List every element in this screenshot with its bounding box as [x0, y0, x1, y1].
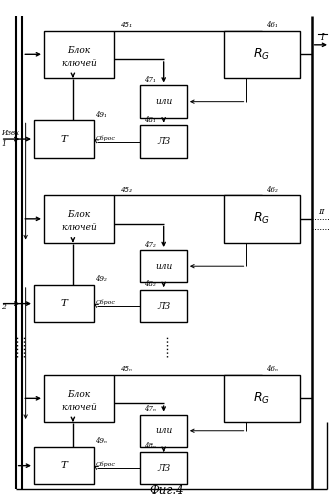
Text: 48ₙ: 48ₙ	[144, 442, 156, 450]
Text: ЛЗ: ЛЗ	[157, 137, 170, 146]
Text: 47₂: 47₂	[144, 240, 155, 248]
Text: ЛЗ: ЛЗ	[157, 302, 170, 310]
Bar	[34, 120, 94, 158]
Text: ключей: ключей	[61, 224, 97, 232]
Text: Сброс: Сброс	[96, 462, 115, 467]
Text: I: I	[320, 34, 323, 42]
Bar	[140, 452, 187, 484]
Text: Фиг.4: Фиг.4	[150, 484, 184, 497]
Text: 46₁: 46₁	[266, 21, 277, 29]
Text: или: или	[155, 426, 172, 435]
Text: 47₁: 47₁	[144, 76, 155, 84]
Bar	[140, 126, 187, 158]
Text: 45₁: 45₁	[121, 22, 132, 28]
Text: ЛЗ: ЛЗ	[157, 464, 170, 472]
Text: Т: Т	[60, 134, 67, 143]
Text: Т: Т	[60, 461, 67, 470]
Text: 49₂: 49₂	[96, 276, 107, 283]
Text: 47ₙ: 47ₙ	[144, 405, 156, 413]
Text: или: или	[155, 262, 172, 270]
Text: $R_G$: $R_G$	[253, 212, 270, 226]
Text: II: II	[318, 208, 325, 216]
Text: Сброс: Сброс	[96, 300, 115, 305]
Text: Блок: Блок	[67, 46, 91, 55]
Text: 46ₙ: 46ₙ	[266, 365, 278, 373]
Text: Блок: Блок	[67, 210, 91, 220]
Bar	[223, 374, 300, 422]
Text: ключей: ключей	[61, 59, 97, 68]
Bar	[44, 30, 114, 78]
Bar	[140, 290, 187, 322]
Text: 49₁: 49₁	[96, 111, 107, 119]
Text: 2: 2	[1, 303, 6, 311]
Bar	[34, 285, 94, 323]
Bar	[44, 195, 114, 242]
Bar	[223, 195, 300, 242]
Text: 49ₙ: 49ₙ	[96, 438, 107, 446]
Text: 1: 1	[1, 140, 6, 148]
Text: 46₂: 46₂	[266, 186, 277, 194]
Text: или: или	[155, 97, 172, 106]
Text: Извх: Извх	[1, 128, 19, 136]
Bar	[223, 30, 300, 78]
Text: Сброс: Сброс	[96, 135, 115, 140]
Text: 48₁: 48₁	[144, 116, 155, 124]
Text: Т: Т	[60, 299, 67, 308]
Bar	[34, 447, 94, 484]
Text: Блок: Блок	[67, 390, 91, 399]
Bar	[44, 374, 114, 422]
Bar	[140, 414, 187, 447]
Bar	[140, 86, 187, 118]
Text: $R_G$: $R_G$	[253, 391, 270, 406]
Text: ключей: ключей	[61, 403, 97, 412]
Text: 45₂: 45₂	[121, 186, 132, 192]
Text: 45ₙ: 45ₙ	[121, 366, 132, 372]
Text: 48₂: 48₂	[144, 280, 155, 288]
Text: $R_G$: $R_G$	[253, 46, 270, 62]
Bar	[140, 250, 187, 282]
